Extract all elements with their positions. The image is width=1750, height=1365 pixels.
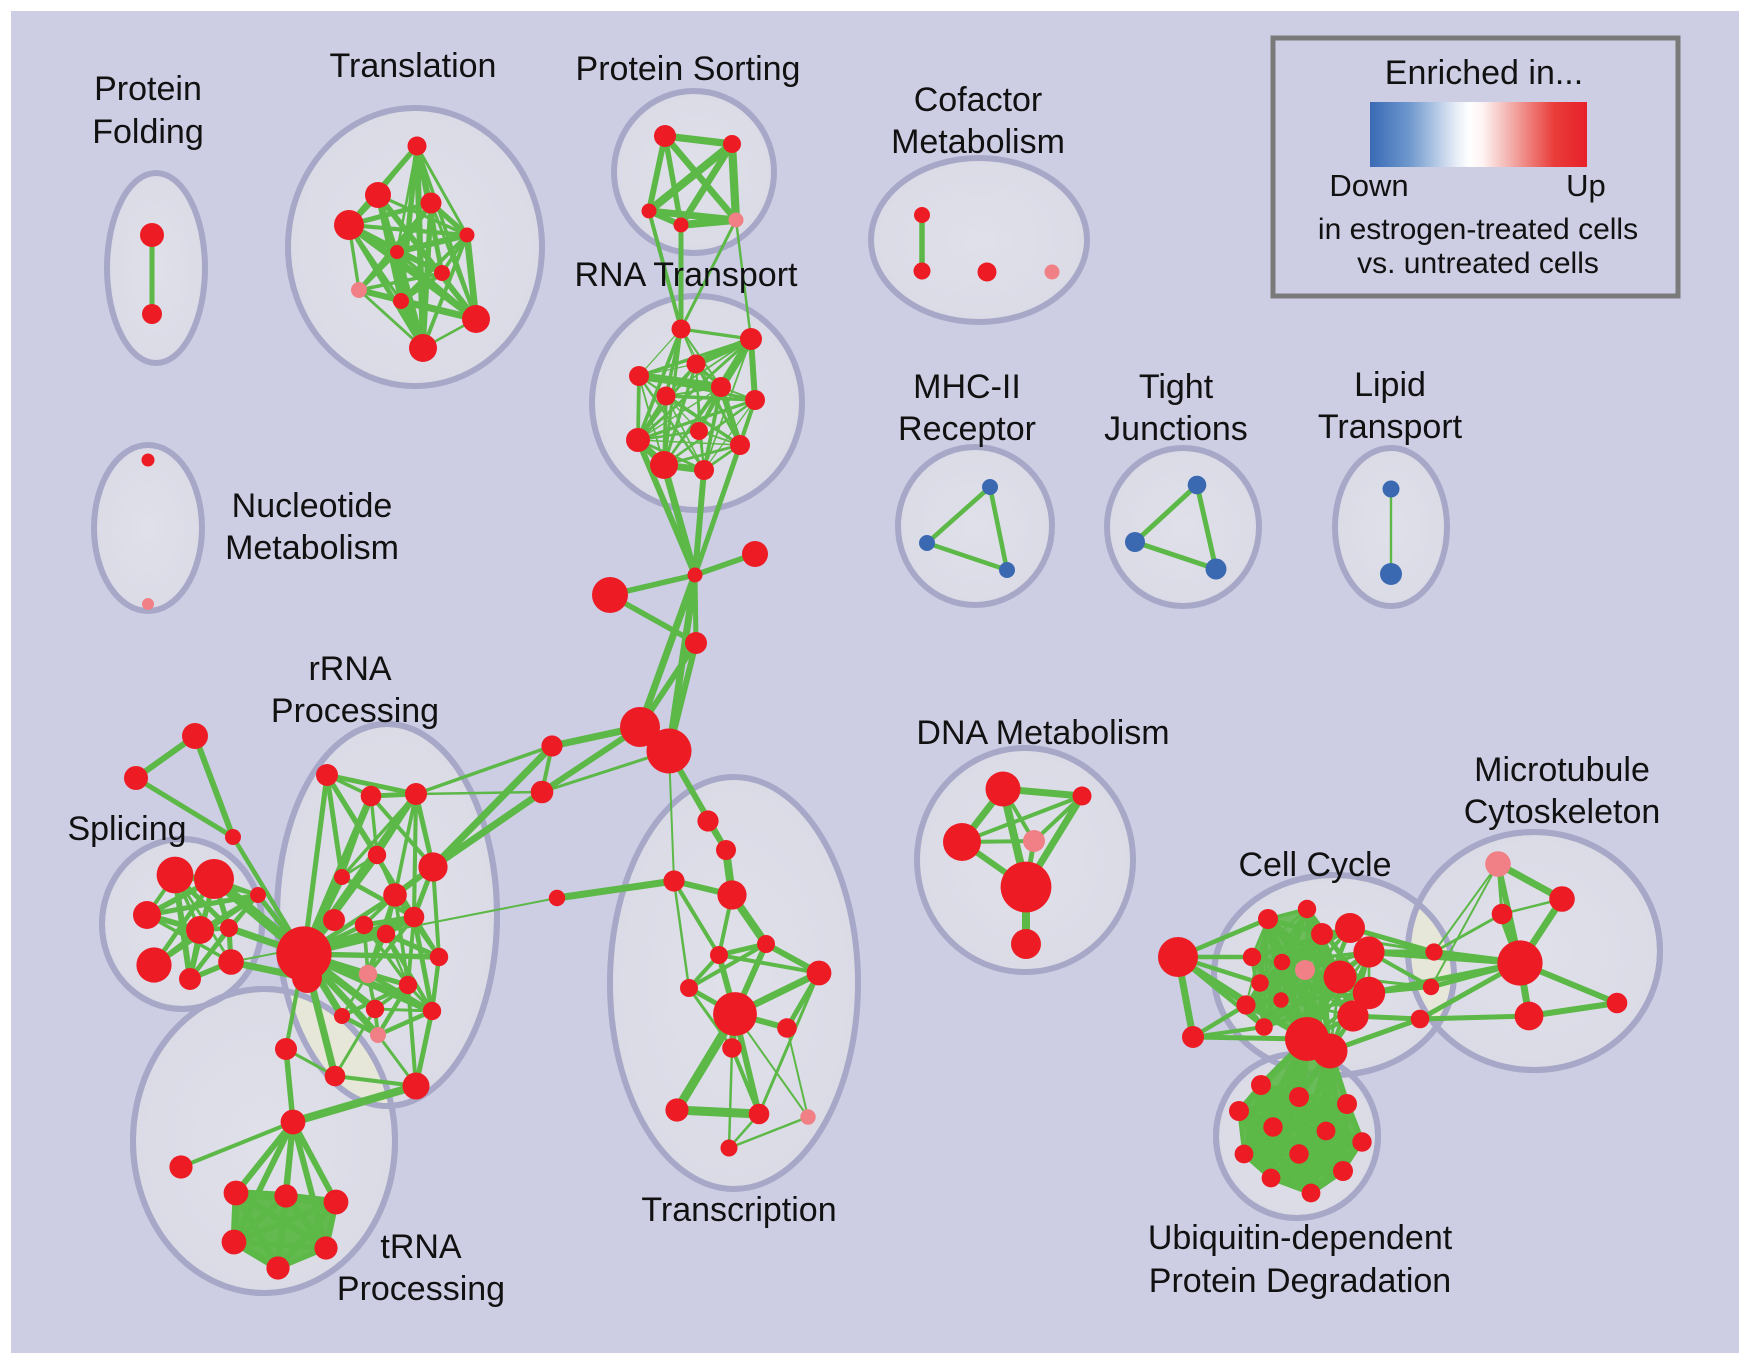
svg-text:Down: Down: [1329, 168, 1408, 203]
svg-text:Translation: Translation: [330, 47, 497, 85]
svg-text:rRNA: rRNA: [308, 650, 391, 688]
svg-text:vs. untreated cells: vs. untreated cells: [1357, 247, 1599, 280]
svg-text:MHC-II: MHC-II: [913, 368, 1021, 406]
svg-text:Protein Degradation: Protein Degradation: [1149, 1262, 1451, 1300]
svg-text:in estrogen-treated cells: in estrogen-treated cells: [1318, 213, 1638, 246]
svg-text:Nucleotide: Nucleotide: [232, 487, 393, 525]
svg-text:Ubiquitin-dependent: Ubiquitin-dependent: [1148, 1219, 1453, 1257]
svg-text:Cytoskeleton: Cytoskeleton: [1464, 793, 1661, 831]
svg-text:Up: Up: [1566, 168, 1606, 203]
svg-text:Splicing: Splicing: [67, 810, 186, 848]
svg-text:Protein Sorting: Protein Sorting: [576, 50, 801, 88]
svg-text:Transport: Transport: [1318, 408, 1463, 446]
svg-text:Tight: Tight: [1139, 368, 1214, 406]
svg-text:RNA Transport: RNA Transport: [575, 256, 799, 294]
svg-text:Protein: Protein: [94, 70, 202, 108]
svg-text:DNA Metabolism: DNA Metabolism: [916, 714, 1169, 752]
svg-text:Metabolism: Metabolism: [891, 123, 1065, 161]
svg-text:Folding: Folding: [92, 113, 204, 151]
svg-text:Cofactor: Cofactor: [914, 81, 1043, 119]
svg-text:Lipid: Lipid: [1354, 366, 1426, 404]
svg-text:Microtubule: Microtubule: [1474, 751, 1650, 789]
svg-text:tRNA: tRNA: [380, 1228, 462, 1266]
svg-text:Junctions: Junctions: [1104, 410, 1248, 448]
svg-text:Metabolism: Metabolism: [225, 529, 399, 567]
svg-text:Processing: Processing: [271, 692, 439, 730]
svg-text:Cell Cycle: Cell Cycle: [1238, 846, 1391, 884]
svg-text:Processing: Processing: [337, 1270, 505, 1308]
svg-text:Enriched in...: Enriched in...: [1385, 54, 1583, 92]
svg-text:Transcription: Transcription: [641, 1191, 836, 1229]
svg-text:Receptor: Receptor: [898, 410, 1036, 448]
